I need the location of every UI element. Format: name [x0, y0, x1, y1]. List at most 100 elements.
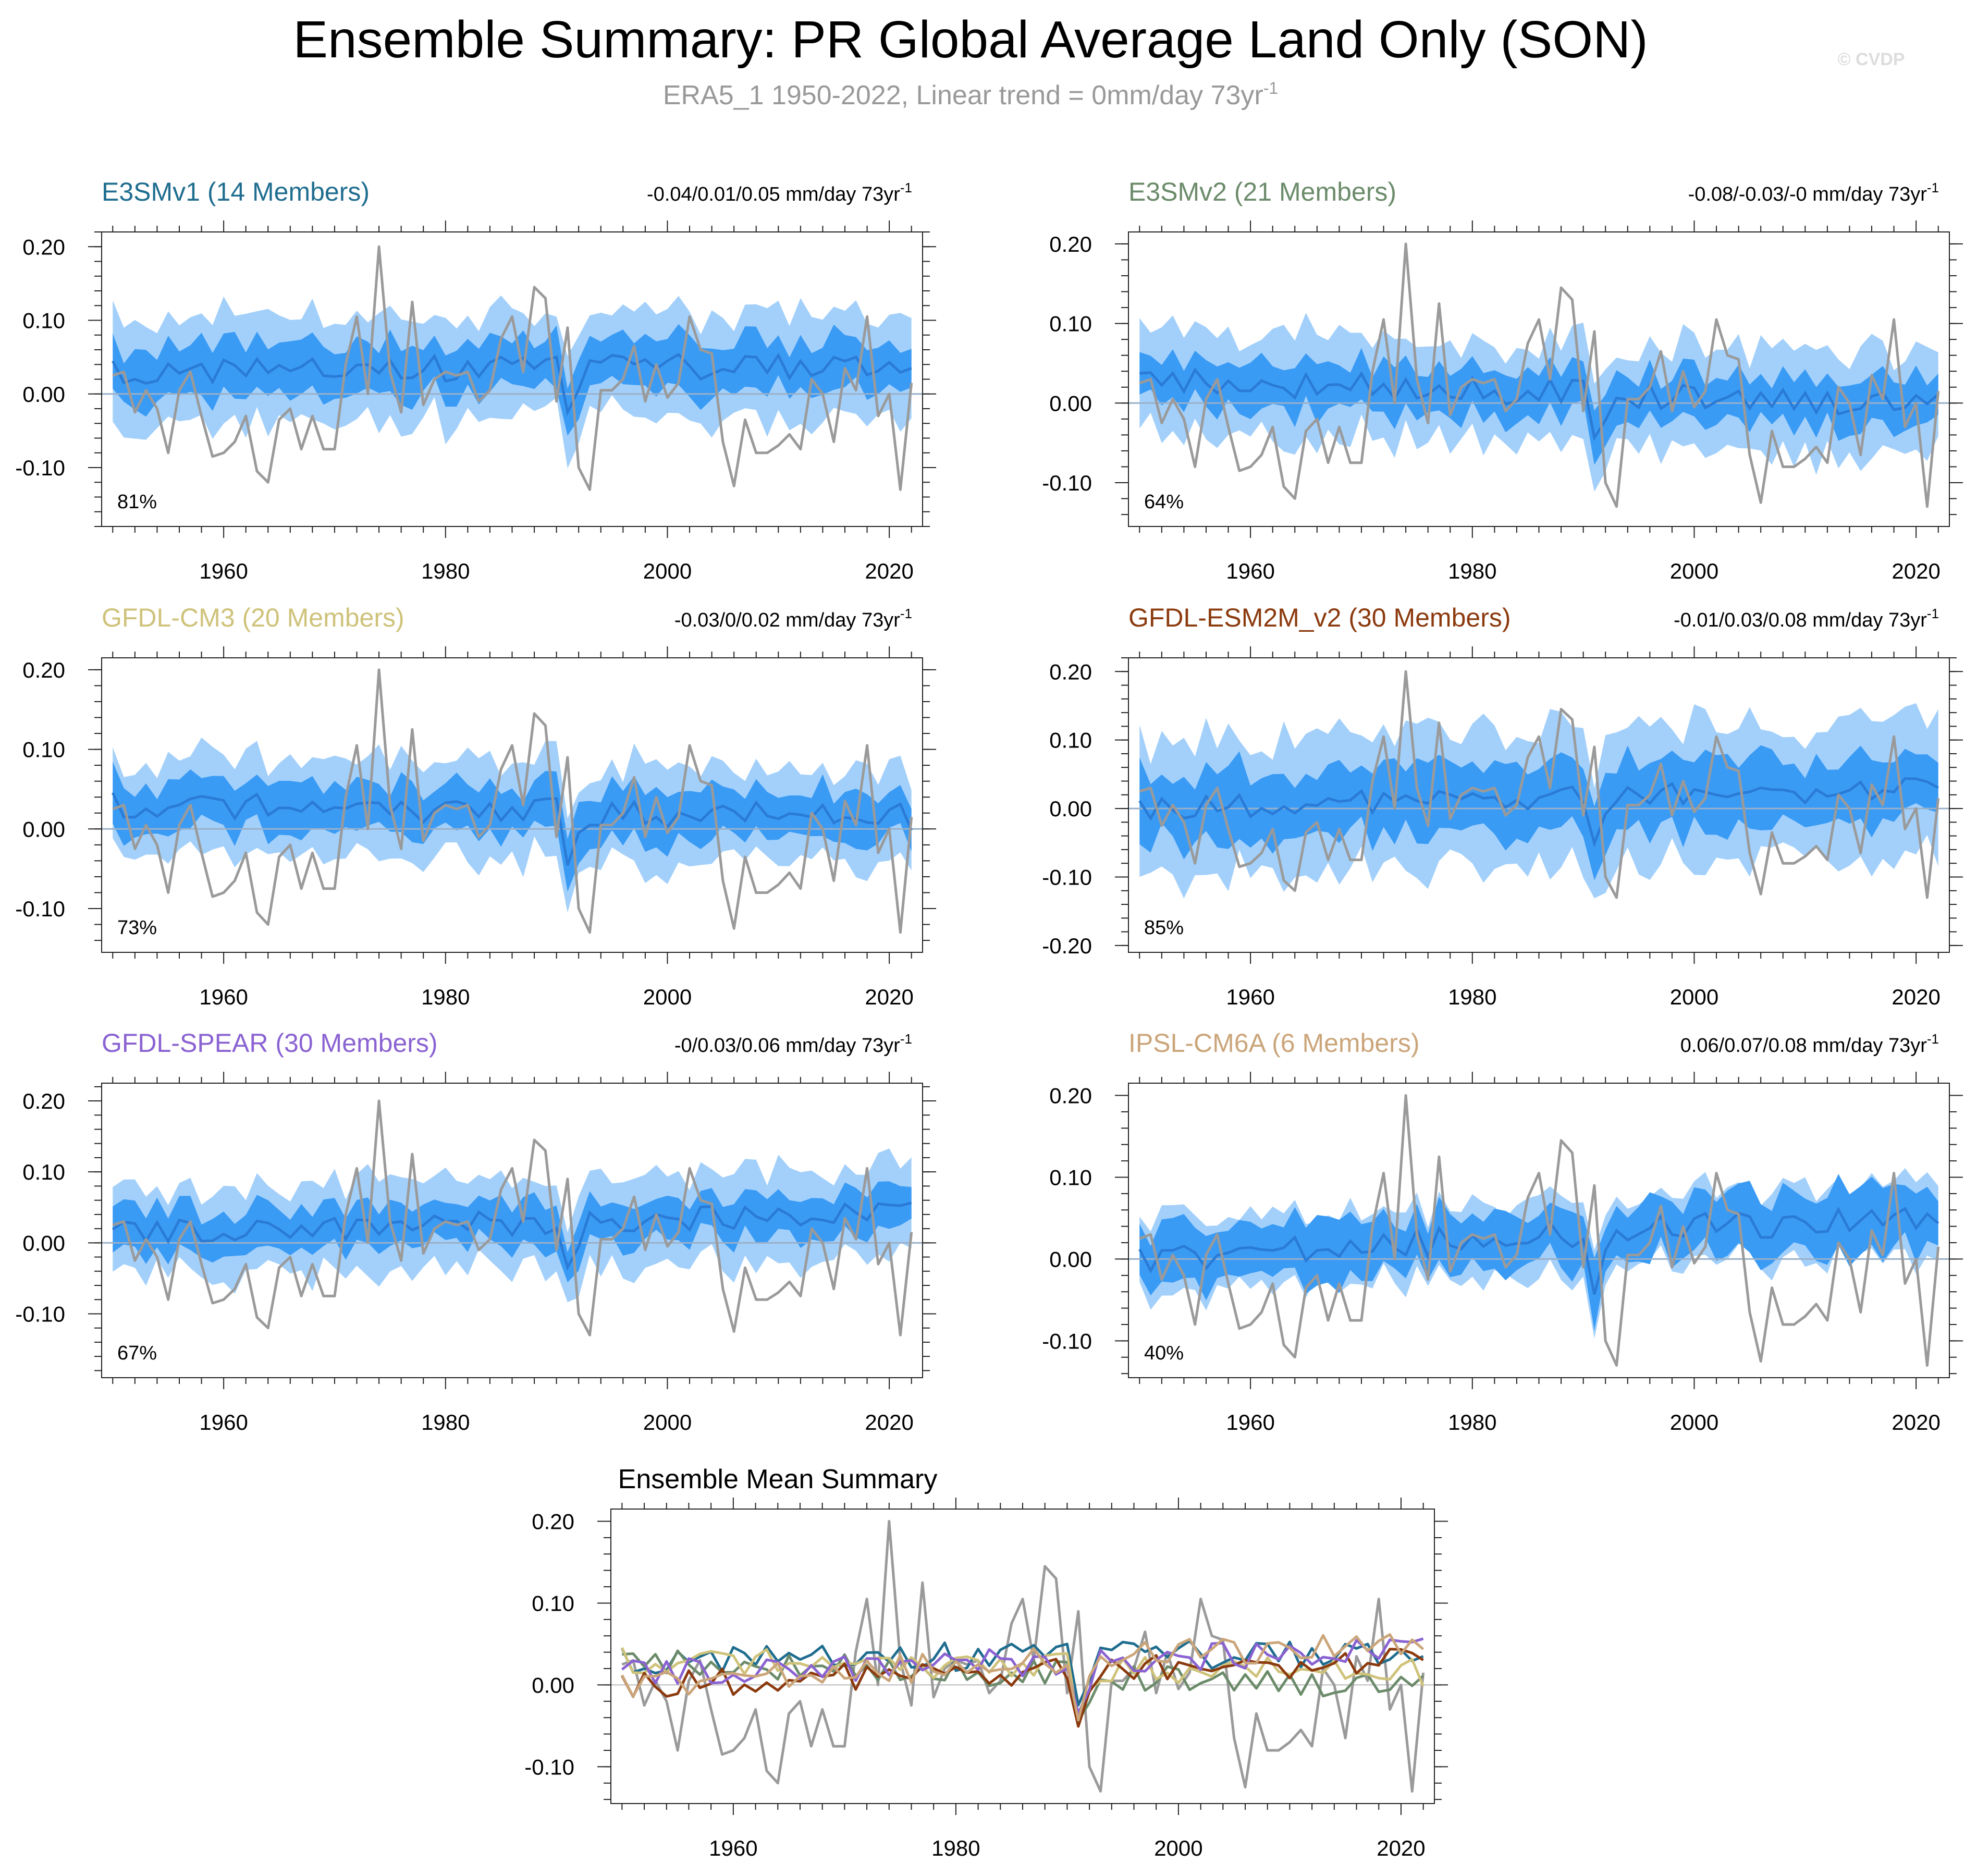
x-tick-label: 1980	[1448, 559, 1496, 583]
x-tick-label: 1980	[421, 559, 470, 583]
percent-label: 81%	[117, 491, 157, 513]
panel-title: E3SMv1 (14 Members)	[102, 177, 370, 206]
y-tick-label: 0.20	[22, 1089, 65, 1113]
figure-title: Ensemble Summary: PR Global Average Land…	[293, 10, 1648, 69]
trend-text: 0.06/0.07/0.08 mm/day 73yr	[1680, 1035, 1927, 1057]
y-tick-label: 0.20	[1049, 1084, 1092, 1108]
plot-area	[102, 1099, 923, 1337]
chart-panel-ipsl-cm6a: IPSL-CM6A (6 Members) 0.06/0.07/0.08 mm/d…	[1042, 1028, 1963, 1434]
x-tick-label: 2000	[643, 559, 692, 583]
ensemble-mean-line	[1138, 1206, 1939, 1295]
y-tick-label: 0.00	[22, 382, 65, 407]
y-tick-label: 0.00	[1049, 1247, 1092, 1271]
chart-panel-ensemble-mean-summary: Ensemble Mean Summary 1960 1980 2000 2020 0.2…	[524, 1464, 1448, 1860]
percent-label: 67%	[117, 1342, 157, 1364]
x-tick-label: 1960	[1226, 559, 1274, 583]
panel-title: E3SMv2 (21 Members)	[1128, 177, 1396, 206]
trend-superscript: -1	[1927, 180, 1939, 195]
trend-superscript: -1	[900, 606, 912, 621]
x-tick-label: 1960	[1226, 1410, 1274, 1434]
ensemble-mean-series-4	[621, 1648, 1424, 1728]
y-tick-label: -0.10	[15, 456, 65, 480]
y-tick-label: 0.20	[1049, 659, 1092, 684]
x-tick-label: 1980	[931, 1836, 980, 1860]
y-tick-label: -0.10	[524, 1755, 574, 1779]
chart-panel-e3smv2: E3SMv2 (21 Members) -0.08/-0.03/-0 mm/day…	[1042, 177, 1963, 583]
trend-text: -0.01/0.03/0.08 mm/day 73yr	[1674, 609, 1927, 631]
plot-area	[611, 1520, 1434, 1793]
y-tick-label: 0.00	[1049, 391, 1092, 415]
panel-trend-label: -0.01/0.03/0.08 mm/day 73yr-1	[1674, 606, 1939, 631]
y-tick-label: -0.10	[15, 897, 65, 921]
y-tick-label: 0.10	[1049, 1165, 1092, 1190]
x-tick-label: 1960	[709, 1836, 757, 1860]
x-tick-label: 2000	[643, 1410, 692, 1434]
plot-area	[102, 668, 923, 934]
trend-superscript: -1	[1927, 1031, 1939, 1047]
y-tick-label: -0.10	[1042, 471, 1092, 495]
x-tick-label: 2020	[865, 1410, 913, 1434]
ensemble-mean-series-1	[621, 1639, 1424, 1707]
x-tick-label: 2020	[1892, 1410, 1940, 1434]
panel-title: GFDL-ESM2M_v2 (30 Members)	[1128, 603, 1511, 632]
x-tick-label: 2020	[865, 985, 913, 1009]
panel-title: GFDL-SPEAR (30 Members)	[102, 1028, 438, 1058]
y-tick-label: 0.20	[22, 658, 65, 682]
panel-trend-label: -0/0.03/0.06 mm/day 73yr-1	[674, 1031, 912, 1057]
y-tick-label: 0.10	[22, 309, 65, 333]
summary-title: Ensemble Mean Summary	[618, 1464, 938, 1494]
y-tick-label: 0.10	[532, 1591, 574, 1615]
plot-area	[102, 245, 923, 491]
y-tick-label: 0.10	[1049, 728, 1092, 753]
observed-line	[112, 1099, 913, 1337]
panel-trend-label: -0.03/0/0.02 mm/day 73yr-1	[674, 606, 912, 631]
subtitle-superscript: -1	[1263, 79, 1278, 97]
x-tick-label: 2000	[1670, 1410, 1718, 1434]
chart-panel-gfdl-spear: GFDL-SPEAR (30 Members) -0/0.03/0.06 mm/d…	[15, 1028, 936, 1434]
observed-line	[1139, 1094, 1940, 1367]
x-tick-label: 1980	[421, 1410, 470, 1434]
subtitle-text: ERA5_1 1950-2022, Linear trend = 0mm/day…	[663, 80, 1263, 111]
plot-area	[1128, 670, 1949, 899]
y-tick-label: -0.10	[1042, 1329, 1092, 1353]
ensemble-mean-line	[112, 792, 913, 866]
y-tick-label: 0.20	[532, 1510, 574, 1534]
inner-spread-band	[1139, 348, 1938, 465]
x-tick-label: 1960	[199, 1410, 248, 1434]
x-tick-label: 2020	[1377, 1836, 1425, 1860]
y-tick-label: 0.10	[22, 1160, 65, 1184]
x-tick-label: 1960	[199, 985, 248, 1009]
x-tick-label: 2020	[1892, 985, 1940, 1009]
x-tick-label: 2000	[1154, 1836, 1202, 1860]
trend-text: -0.03/0/0.02 mm/day 73yr	[674, 609, 900, 631]
x-tick-label: 1960	[1226, 985, 1274, 1009]
trend-text: -0/0.03/0.06 mm/day 73yr	[674, 1035, 900, 1057]
inner-spread-band	[113, 324, 912, 436]
y-tick-label: 0.10	[22, 738, 65, 762]
panel-title: GFDL-CM3 (20 Members)	[102, 603, 404, 632]
panel-title: IPSL-CM6A (6 Members)	[1128, 1028, 1419, 1058]
trend-superscript: -1	[900, 1031, 912, 1047]
panel-trend-label: 0.06/0.07/0.08 mm/day 73yr-1	[1680, 1031, 1939, 1057]
y-tick-label: 0.20	[1049, 232, 1092, 256]
ensemble-mean-line	[1138, 777, 1939, 848]
y-tick-label: 0.00	[532, 1673, 574, 1697]
x-tick-label: 1980	[421, 985, 470, 1009]
x-tick-label: 2000	[1670, 559, 1718, 583]
panel-trend-label: -0.08/-0.03/-0 mm/day 73yr-1	[1688, 180, 1939, 205]
trend-superscript: -1	[1927, 606, 1939, 621]
plot-area	[1128, 242, 1949, 508]
plot-area	[1128, 1094, 1949, 1367]
y-tick-label: 0.00	[22, 1231, 65, 1255]
panels: E3SMv1 (14 Members) -0.04/0.01/0.05 mm/da…	[15, 177, 1963, 1860]
ensemble-mean-series-6	[621, 1633, 1425, 1722]
observed-line	[112, 245, 913, 491]
y-tick-label: -0.20	[1042, 934, 1092, 958]
percent-label: 40%	[1144, 1342, 1184, 1364]
observed-line	[621, 1520, 1425, 1793]
x-tick-label: 2000	[643, 985, 692, 1009]
observed-line	[112, 668, 913, 934]
x-tick-label: 2020	[1892, 559, 1940, 583]
panel-trend-label: -0.04/0.01/0.05 mm/day 73yr-1	[647, 180, 912, 205]
y-tick-label: 0.10	[1049, 312, 1092, 336]
